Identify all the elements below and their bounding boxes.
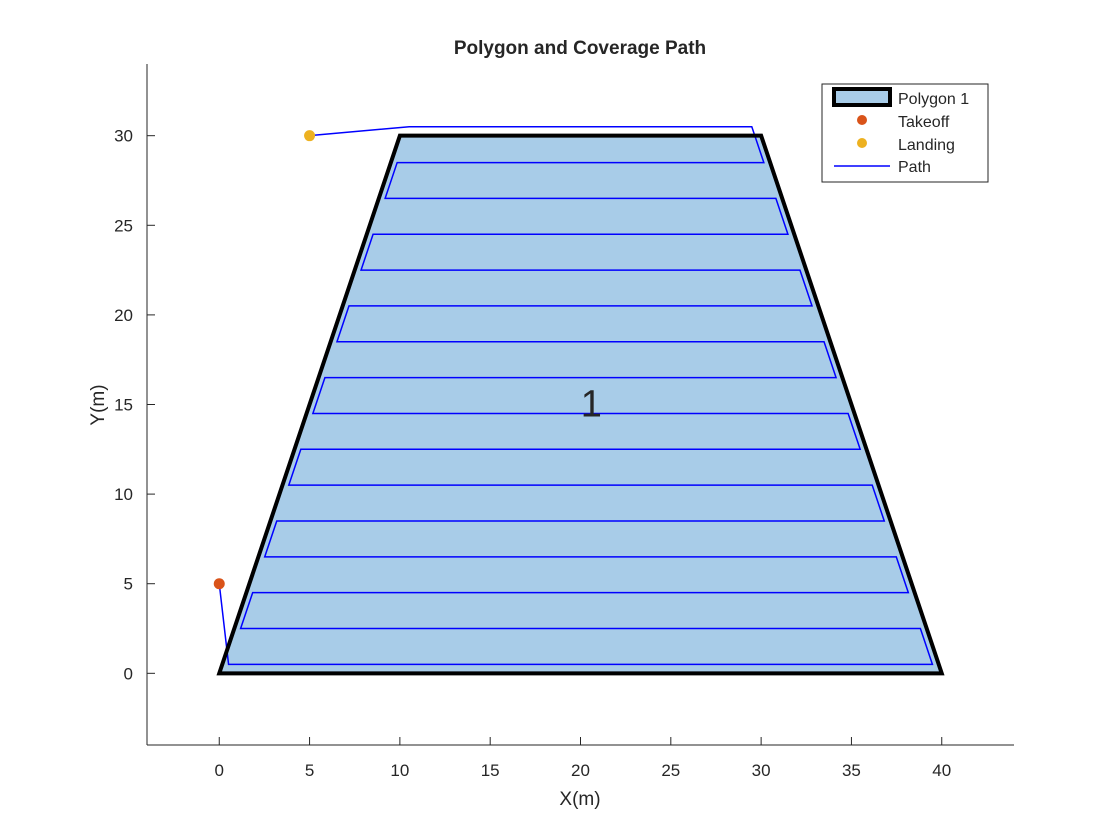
legend-polygon-swatch (832, 87, 892, 107)
polygon-number-label: 1 (581, 384, 602, 426)
legend-landing-marker (857, 138, 867, 148)
y-tick-label: 5 (124, 575, 133, 594)
legend-path-label: Path (898, 159, 931, 176)
x-axis-ticks: 0 5 10 15 20 25 30 35 40 (215, 737, 951, 780)
landing-marker (304, 130, 316, 142)
x-tick-label: 25 (661, 761, 680, 780)
legend-polygon-label: Polygon 1 (898, 91, 969, 108)
y-axis-label: Y(m) (88, 384, 109, 425)
y-tick-label: 15 (114, 396, 133, 415)
x-tick-label: 35 (842, 761, 861, 780)
x-tick-label: 5 (305, 761, 314, 780)
takeoff-marker (213, 578, 225, 590)
coverage-path-line (218, 125, 934, 666)
y-axis-ticks: 0 5 10 15 20 25 30 (114, 127, 155, 683)
y-tick-label: 20 (114, 306, 133, 325)
legend-takeoff-label: Takeoff (898, 114, 950, 131)
y-tick-label: 25 (114, 216, 133, 235)
x-tick-label: 40 (932, 761, 951, 780)
x-tick-label: 30 (752, 761, 771, 780)
legend-landing-label: Landing (898, 137, 955, 154)
x-tick-label: 10 (390, 761, 409, 780)
plot-area: 1 (213, 125, 945, 676)
y-tick-label: 0 (124, 664, 133, 683)
y-tick-label: 10 (114, 485, 133, 504)
y-tick-label: 30 (114, 127, 133, 146)
x-tick-label: 15 (481, 761, 500, 780)
legend: Polygon 1 Takeoff Landing Path (821, 83, 989, 183)
chart-title: Polygon and Coverage Path (454, 38, 706, 59)
legend-takeoff-marker (857, 115, 867, 125)
polygon-outline (216, 133, 945, 676)
x-tick-label: 0 (215, 761, 224, 780)
x-axis-label: X(m) (559, 789, 600, 810)
x-tick-label: 20 (571, 761, 590, 780)
